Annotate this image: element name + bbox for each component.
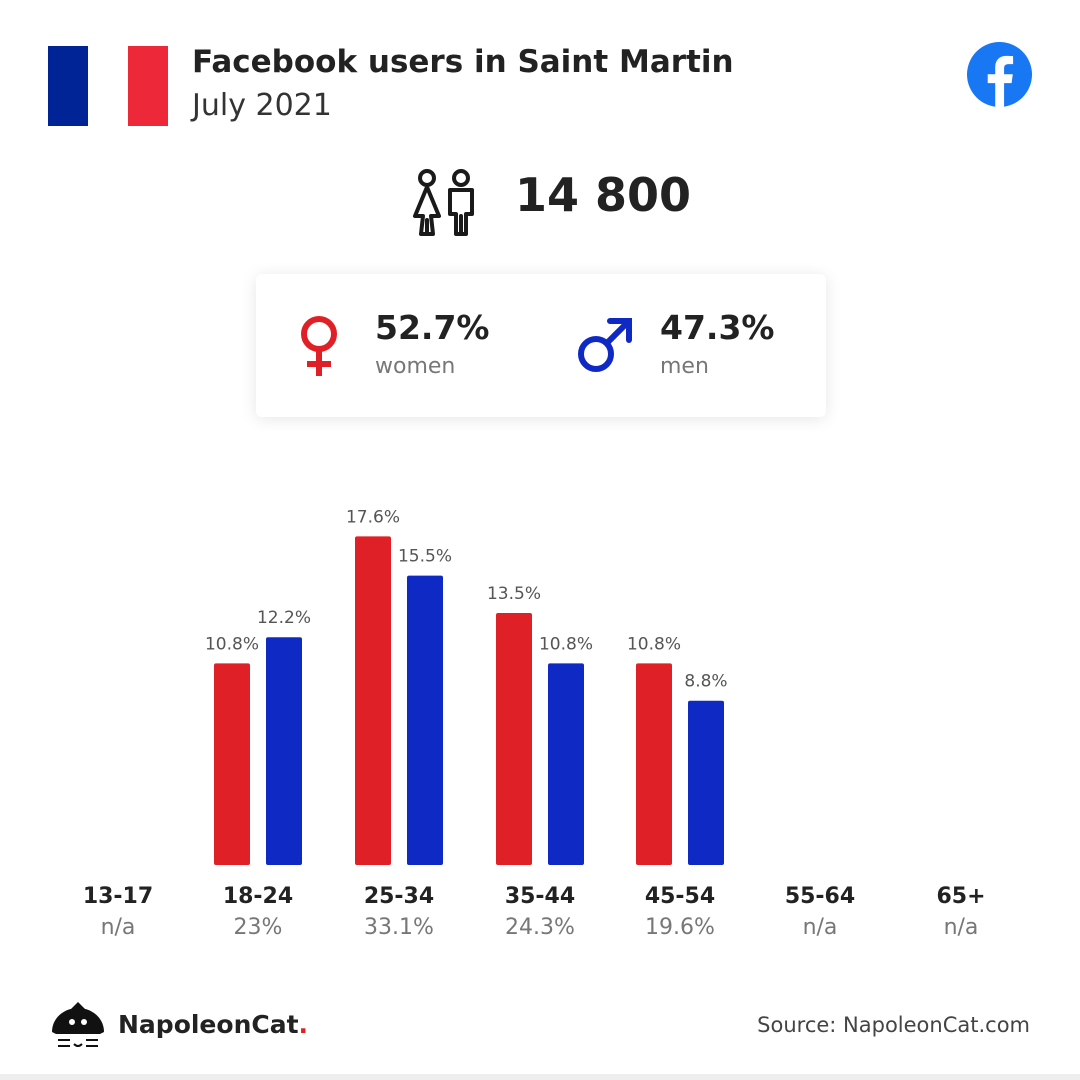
category-45-54: 45-54 19.6% (610, 882, 750, 944)
bar-men-35-44 (548, 663, 584, 865)
france-flag (48, 46, 168, 126)
bar-label-men-35-44: 10.8% (539, 634, 593, 654)
brand-dot: . (298, 1010, 309, 1039)
category-name: 18-24 (222, 884, 294, 909)
source-text: Source: NapoleonCat.com (757, 1013, 1030, 1037)
category-18-24: 18-24 23% (188, 882, 328, 944)
category-total: n/a (802, 915, 838, 940)
women-label: women (375, 354, 456, 379)
male-symbol-icon (578, 318, 632, 372)
female-symbol-icon (301, 316, 337, 376)
flag-stripe-red (128, 46, 168, 126)
bar-label-men-45-54: 8.8% (684, 672, 727, 692)
flag-stripe-blue (48, 46, 88, 126)
brand-name-text: NapoleonCat (118, 1010, 299, 1039)
bar-women-25-34 (355, 536, 391, 865)
category-13-17: 13-17 n/a (48, 882, 188, 944)
category-total: n/a (943, 915, 979, 940)
facebook-icon (967, 42, 1032, 107)
women-percent: 52.7% (375, 308, 490, 347)
category-total: n/a (100, 915, 136, 940)
bar-label-men-18-24: 12.2% (257, 608, 311, 628)
total-users: 14 800 (515, 168, 692, 222)
age-bar-chart: 10.8%17.6%13.5%10.8%12.2%15.5%10.8%8.8% (205, 507, 728, 865)
bar-label-women-18-24: 10.8% (205, 634, 259, 654)
category-25-34: 25-34 33.1% (329, 882, 469, 944)
people-icon (413, 169, 474, 236)
bar-women-35-44 (496, 612, 532, 865)
bar-label-women-45-54: 10.8% (627, 634, 681, 654)
category-65+: 65+ n/a (891, 882, 1031, 944)
bar-men-45-54 (688, 700, 724, 865)
category-total: 33.1% (364, 915, 434, 940)
category-name: 13-17 (82, 884, 154, 909)
category-name: 65+ (936, 884, 986, 909)
category-total: 23% (233, 915, 283, 940)
category-name: 45-54 (644, 884, 716, 909)
category-name: 25-34 (363, 884, 435, 909)
page-title: Facebook users in Saint Martin (192, 44, 734, 80)
page-subtitle: July 2021 (192, 88, 332, 123)
category-name: 55-64 (784, 884, 856, 909)
bottom-strip (0, 1074, 1080, 1080)
bar-men-18-24 (266, 637, 302, 865)
category-total: 19.6% (645, 915, 715, 940)
category-total: 24.3% (505, 915, 575, 940)
flag-stripe-white (88, 46, 128, 126)
bar-women-18-24 (214, 663, 250, 865)
category-55-64: 55-64 n/a (750, 882, 890, 944)
bar-label-women-25-34: 17.6% (346, 507, 400, 527)
bar-label-men-25-34: 15.5% (398, 547, 452, 567)
napoleoncat-logo-icon (52, 1002, 104, 1047)
gender-card: 52.7% women 47.3% men (256, 274, 826, 417)
men-label: men (660, 354, 709, 379)
bar-label-women-35-44: 13.5% (487, 584, 541, 604)
category-35-44: 35-44 24.3% (470, 882, 610, 944)
bar-men-25-34 (407, 575, 443, 865)
bar-women-45-54 (636, 663, 672, 865)
brand-name: NapoleonCat. (118, 1010, 308, 1039)
category-name: 35-44 (504, 884, 576, 909)
men-percent: 47.3% (660, 308, 775, 347)
